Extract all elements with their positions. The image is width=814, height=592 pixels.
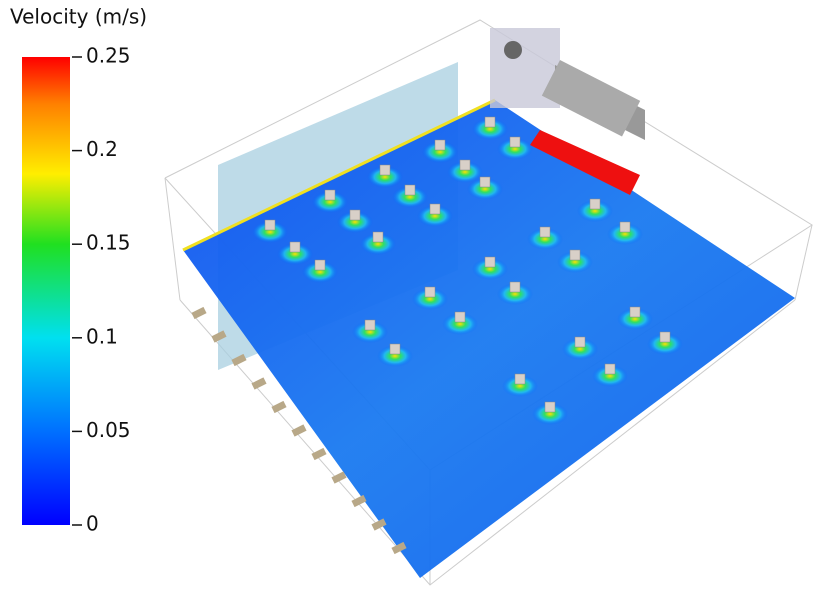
colorbar-title: Velocity (m/s) [10,5,147,29]
diffuser [510,137,520,147]
diffuser [545,402,555,412]
diffuser [620,222,630,232]
diffuser [265,220,275,230]
diffuser [460,160,470,170]
strip [333,475,345,481]
diffuser [630,307,640,317]
diffuser [405,185,415,195]
diffuser [510,282,520,292]
diffuser [455,312,465,322]
diffuser [290,242,300,252]
diffuser [480,177,490,187]
diffuser [390,344,400,354]
strip [293,428,305,434]
diffuser [325,190,335,200]
tick-label: 0.2 [86,137,118,161]
tick-label: 0.25 [86,44,131,68]
diffuser [425,287,435,297]
tick-label: 0 [86,512,99,536]
diffuser [660,332,670,342]
diffuser [570,250,580,260]
diffuser [373,232,383,242]
screenshot: Velocity (m/s) 0.25 0.2 0.15 0.1 0.05 0 [0,0,814,592]
tick-label: 0.1 [86,324,118,348]
strip [313,451,325,457]
diffuser [515,374,525,384]
diffuser [380,165,390,175]
tick-label: 0.05 [86,418,131,442]
diffuser [605,364,615,374]
diffuser [485,117,495,127]
diffuser [575,337,585,347]
visualization: Velocity (m/s) 0.25 0.2 0.15 0.1 0.05 0 [0,0,814,592]
strip [273,404,285,410]
diffuser [350,210,360,220]
colorbar: Velocity (m/s) 0.25 0.2 0.15 0.1 0.05 0 [10,5,147,536]
strip [253,381,265,387]
diffuser [485,257,495,267]
strip [193,310,205,316]
tick-label: 0.15 [86,231,131,255]
diffuser [430,204,440,214]
diffuser [590,199,600,209]
diffuser [540,227,550,237]
colorbar-gradient [22,57,70,525]
diffuser [435,140,445,150]
diffuser [365,320,375,330]
diffuser [315,260,325,270]
